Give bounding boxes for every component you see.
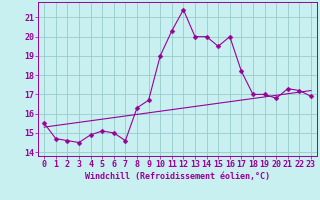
X-axis label: Windchill (Refroidissement éolien,°C): Windchill (Refroidissement éolien,°C) (85, 172, 270, 181)
